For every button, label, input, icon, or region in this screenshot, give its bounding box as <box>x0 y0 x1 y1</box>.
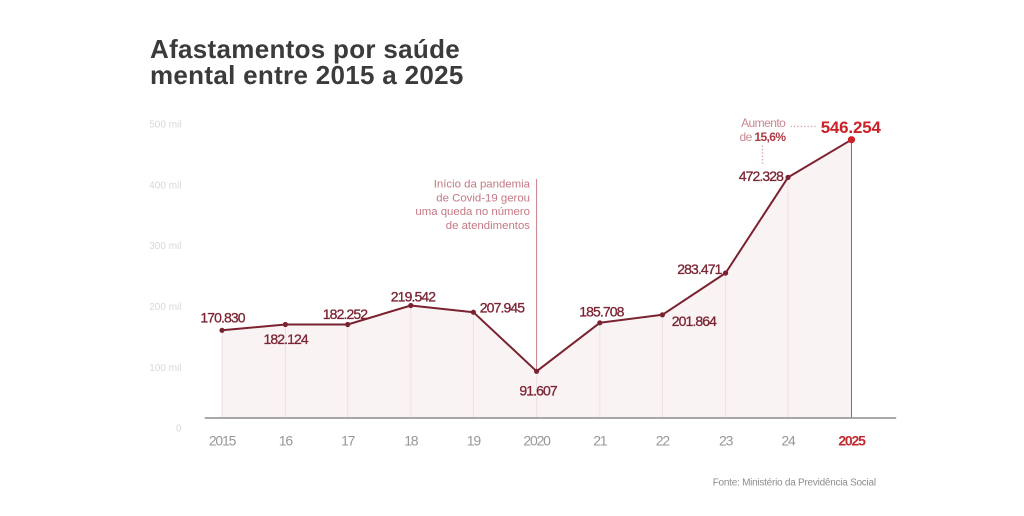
svg-text:24: 24 <box>781 432 796 448</box>
svg-text:21: 21 <box>593 432 608 448</box>
svg-text:546.254: 546.254 <box>821 118 882 137</box>
svg-text:91.607: 91.607 <box>519 383 558 399</box>
svg-text:2015: 2015 <box>209 432 237 448</box>
svg-text:219.542: 219.542 <box>391 289 436 305</box>
svg-text:100 mil: 100 mil <box>149 363 181 374</box>
svg-text:Aumento: Aumento <box>741 116 786 130</box>
svg-text:19: 19 <box>467 432 482 448</box>
svg-text:207.945: 207.945 <box>480 300 525 316</box>
svg-text:185.708: 185.708 <box>579 304 624 320</box>
svg-text:200 mil: 200 mil <box>149 302 181 313</box>
svg-text:182.124: 182.124 <box>264 331 309 347</box>
svg-text:de 15,6%: de 15,6% <box>740 130 787 144</box>
svg-text:23: 23 <box>719 432 734 448</box>
svg-text:472.328: 472.328 <box>739 168 784 184</box>
svg-text:de atendimentos: de atendimentos <box>446 220 531 232</box>
svg-text:300 mil: 300 mil <box>149 241 181 252</box>
svg-text:400 mil: 400 mil <box>149 180 181 191</box>
svg-text:Fonte: Ministério da Previdênc: Fonte: Ministério da Previdência Social <box>713 478 876 489</box>
svg-text:de Covid-19 gerou: de Covid-19 gerou <box>436 192 530 204</box>
svg-text:170.830: 170.830 <box>200 310 245 326</box>
svg-text:500 mil: 500 mil <box>149 120 181 131</box>
svg-text:Início da pandemia: Início da pandemia <box>434 179 531 191</box>
svg-text:22: 22 <box>656 432 671 448</box>
svg-text:17: 17 <box>341 432 356 448</box>
svg-text:uma queda no número: uma queda no número <box>415 206 530 218</box>
svg-text:2025: 2025 <box>838 432 866 448</box>
svg-text:16: 16 <box>279 432 294 448</box>
svg-text:201.864: 201.864 <box>672 313 717 329</box>
svg-text:182.252: 182.252 <box>323 306 368 322</box>
svg-text:18: 18 <box>404 432 419 448</box>
svg-text:0: 0 <box>176 424 182 435</box>
svg-text:2020: 2020 <box>523 432 551 448</box>
svg-text:283.471: 283.471 <box>677 261 722 277</box>
